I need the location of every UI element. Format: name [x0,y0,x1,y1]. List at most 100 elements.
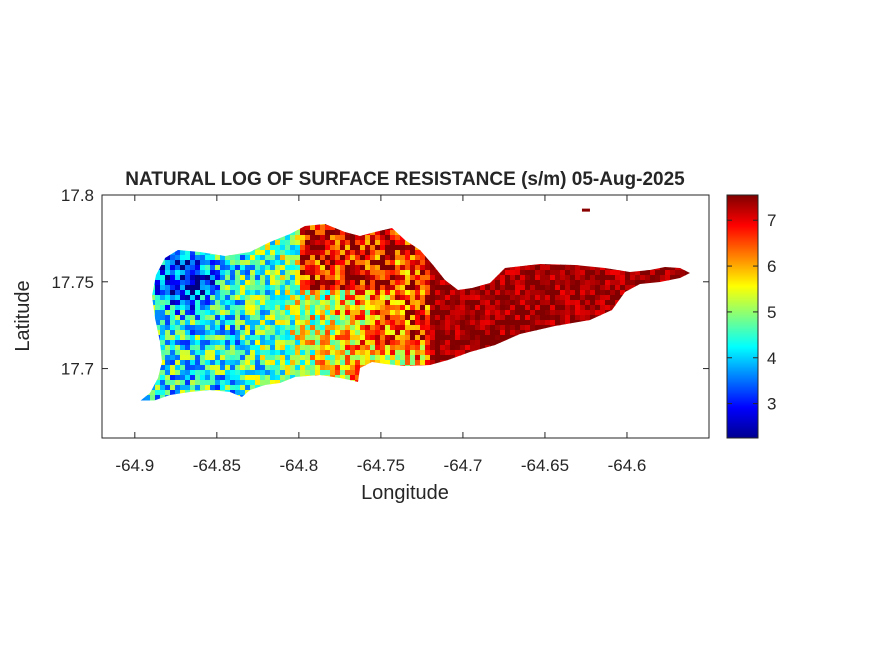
heatmap-cell [175,380,181,386]
heatmap-cell [375,300,381,306]
heatmap-cell [535,315,541,321]
heatmap-cell [280,305,286,311]
heatmap-cell [190,285,196,291]
heatmap-cell [405,300,411,306]
heatmap-cell [265,305,271,311]
heatmap-cell [425,265,431,271]
heatmap-cell [310,370,316,376]
heatmap-cell [420,290,426,296]
heatmap-cell [380,260,386,266]
heatmap-cell [395,290,401,296]
heatmap-cell [425,290,431,296]
heatmap-cell [240,340,246,346]
heatmap-cell [505,285,511,291]
heatmap-cell [320,320,326,326]
heatmap-cell [495,315,501,321]
heatmap-cell [270,345,276,351]
heatmap-cell [300,325,306,331]
heatmap-cell [260,300,266,306]
heatmap-cell [395,245,401,251]
heatmap-cell [240,305,246,311]
heatmap-cell [290,270,296,276]
heatmap-cell [265,250,271,256]
heatmap-cell [400,240,406,246]
heatmap-cell [330,300,336,306]
heatmap-cell [385,295,391,301]
heatmap-cell [355,255,361,261]
heatmap-cell [200,260,206,266]
heatmap-cell [230,290,236,296]
heatmap-cell [180,340,186,346]
heatmap-cell [165,355,171,361]
heatmap-cell [345,235,351,241]
heatmap-cell [620,275,626,281]
heatmap-cell [335,275,341,281]
heatmap-cell [410,315,416,321]
heatmap-cell [370,315,376,321]
heatmap-cell [555,265,561,271]
heatmap-cell [475,345,481,351]
heatmap-cell [240,285,246,291]
heatmap-cell [520,315,526,321]
heatmap-cell [405,260,411,266]
heatmap-cell [255,285,261,291]
heatmap-cell [395,350,401,356]
heatmap-cell [385,310,391,316]
heatmap-cell [300,265,306,271]
heatmap-cell [190,315,196,321]
heatmap-cell [210,295,216,301]
heatmap-cell [470,300,476,306]
heatmap-cell [435,315,441,321]
heatmap-cell [200,285,206,291]
heatmap-cell [310,295,316,301]
heatmap-cell [175,390,181,396]
heatmap-cell [230,345,236,351]
heatmap-cell [285,245,291,251]
heatmap-cell [345,365,351,371]
heatmap-cell [495,320,501,326]
heatmap-cell [290,350,296,356]
heatmap-cell [275,295,281,301]
heatmap-cell [230,275,236,281]
heatmap-cell [325,305,331,311]
heatmap-cell [400,245,406,251]
heatmap-cell [230,295,236,301]
heatmap-cell [165,370,171,376]
heatmap-cell [225,330,231,336]
heatmap-cell [330,275,336,281]
heatmap-cell [355,325,361,331]
heatmap-cell [240,280,246,286]
heatmap-cell [545,315,551,321]
heatmap-cell [465,330,471,336]
heatmap-cell [390,300,396,306]
heatmap-cell [495,275,501,281]
heatmap-cell [535,305,541,311]
heatmap-cell [375,295,381,301]
heatmap-cell [185,355,191,361]
heatmap-cell [580,265,586,271]
heatmap-cell [535,320,541,326]
heatmap-cell [425,275,431,281]
heatmap-cell [325,255,331,261]
heatmap-cell [440,300,446,306]
heatmap-cell [565,280,571,286]
heatmap-cell [565,295,571,301]
heatmap-cell [280,300,286,306]
heatmap-cell [165,380,171,386]
heatmap-cell [345,265,351,271]
heatmap-cell [255,330,261,336]
heatmap-cell [220,285,226,291]
heatmap-cell [405,240,411,246]
heatmap-cell [305,270,311,276]
heatmap-cell [255,295,261,301]
heatmap-cell [330,345,336,351]
heatmap-cell [260,245,266,251]
heatmap-cell [405,305,411,311]
heatmap-cell [245,270,251,276]
heatmap-cell [415,330,421,336]
heatmap-cell [310,285,316,291]
heatmap-cell [325,315,331,321]
heatmap-cell [470,330,476,336]
heatmap-cell [380,230,386,236]
heatmap-cell [670,265,676,271]
